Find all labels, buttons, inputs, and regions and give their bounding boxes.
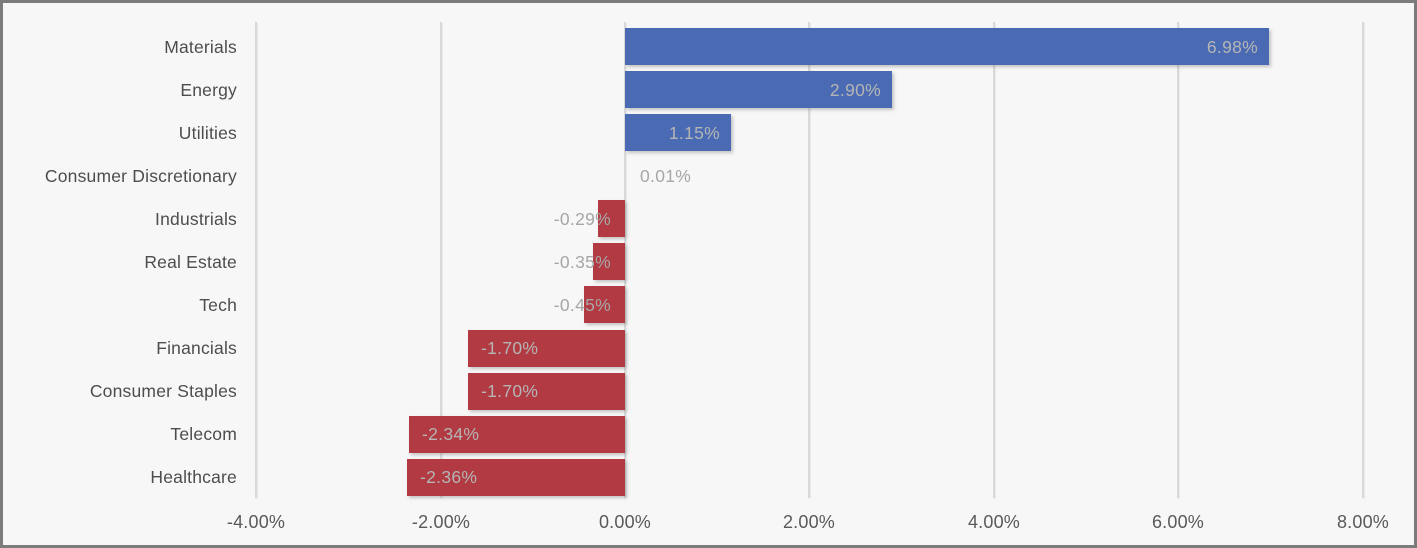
- x-axis-tick-label: -4.00%: [226, 512, 286, 532]
- category-label: Healthcare: [150, 467, 237, 487]
- gridline: [624, 22, 626, 498]
- category-label: Consumer Staples: [89, 381, 237, 401]
- value-label: 1.15%: [668, 123, 720, 143]
- bar: [593, 243, 625, 280]
- x-axis-tick-label: -2.00%: [411, 512, 471, 532]
- value-label: 0.01%: [640, 166, 692, 186]
- bar: [625, 114, 731, 151]
- category-label: Real Estate: [144, 252, 237, 272]
- bar: [625, 28, 1269, 65]
- gridline: [808, 22, 810, 498]
- x-axis-tick-label: 4.00%: [967, 512, 1021, 532]
- category-label: Utilities: [178, 123, 237, 143]
- category-label: Energy: [180, 80, 237, 100]
- bar: [468, 373, 625, 410]
- value-label: -0.35%: [553, 252, 611, 272]
- x-axis-tick-label: 2.00%: [782, 512, 836, 532]
- value-label: 2.90%: [829, 80, 881, 100]
- x-axis-tick-label: 6.00%: [1151, 512, 1205, 532]
- gridline: [993, 22, 995, 498]
- category-label: Tech: [199, 295, 237, 315]
- bar: [598, 200, 625, 237]
- gridline: [440, 22, 442, 498]
- bar: [409, 416, 625, 453]
- x-axis-tick-label: 8.00%: [1336, 512, 1390, 532]
- value-label: 6.98%: [1206, 37, 1258, 57]
- category-label: Materials: [164, 37, 237, 57]
- bar: [625, 71, 892, 108]
- value-label: -0.29%: [553, 209, 611, 229]
- gridline: [255, 22, 257, 498]
- value-label: -0.45%: [553, 295, 611, 315]
- category-label: Industrials: [155, 209, 237, 229]
- gridline: [1362, 22, 1364, 498]
- bar: [584, 286, 625, 323]
- value-label: -2.36%: [420, 467, 478, 487]
- category-label: Telecom: [170, 424, 237, 444]
- category-label: Financials: [156, 338, 237, 358]
- value-label: -1.70%: [481, 338, 539, 358]
- bar: [468, 330, 625, 367]
- value-label: -1.70%: [481, 381, 539, 401]
- value-label: -2.34%: [422, 424, 480, 444]
- gridline: [1177, 22, 1179, 498]
- bar: [407, 459, 625, 496]
- category-label: Consumer Discretionary: [44, 166, 237, 186]
- x-axis-tick-label: 0.00%: [598, 512, 652, 532]
